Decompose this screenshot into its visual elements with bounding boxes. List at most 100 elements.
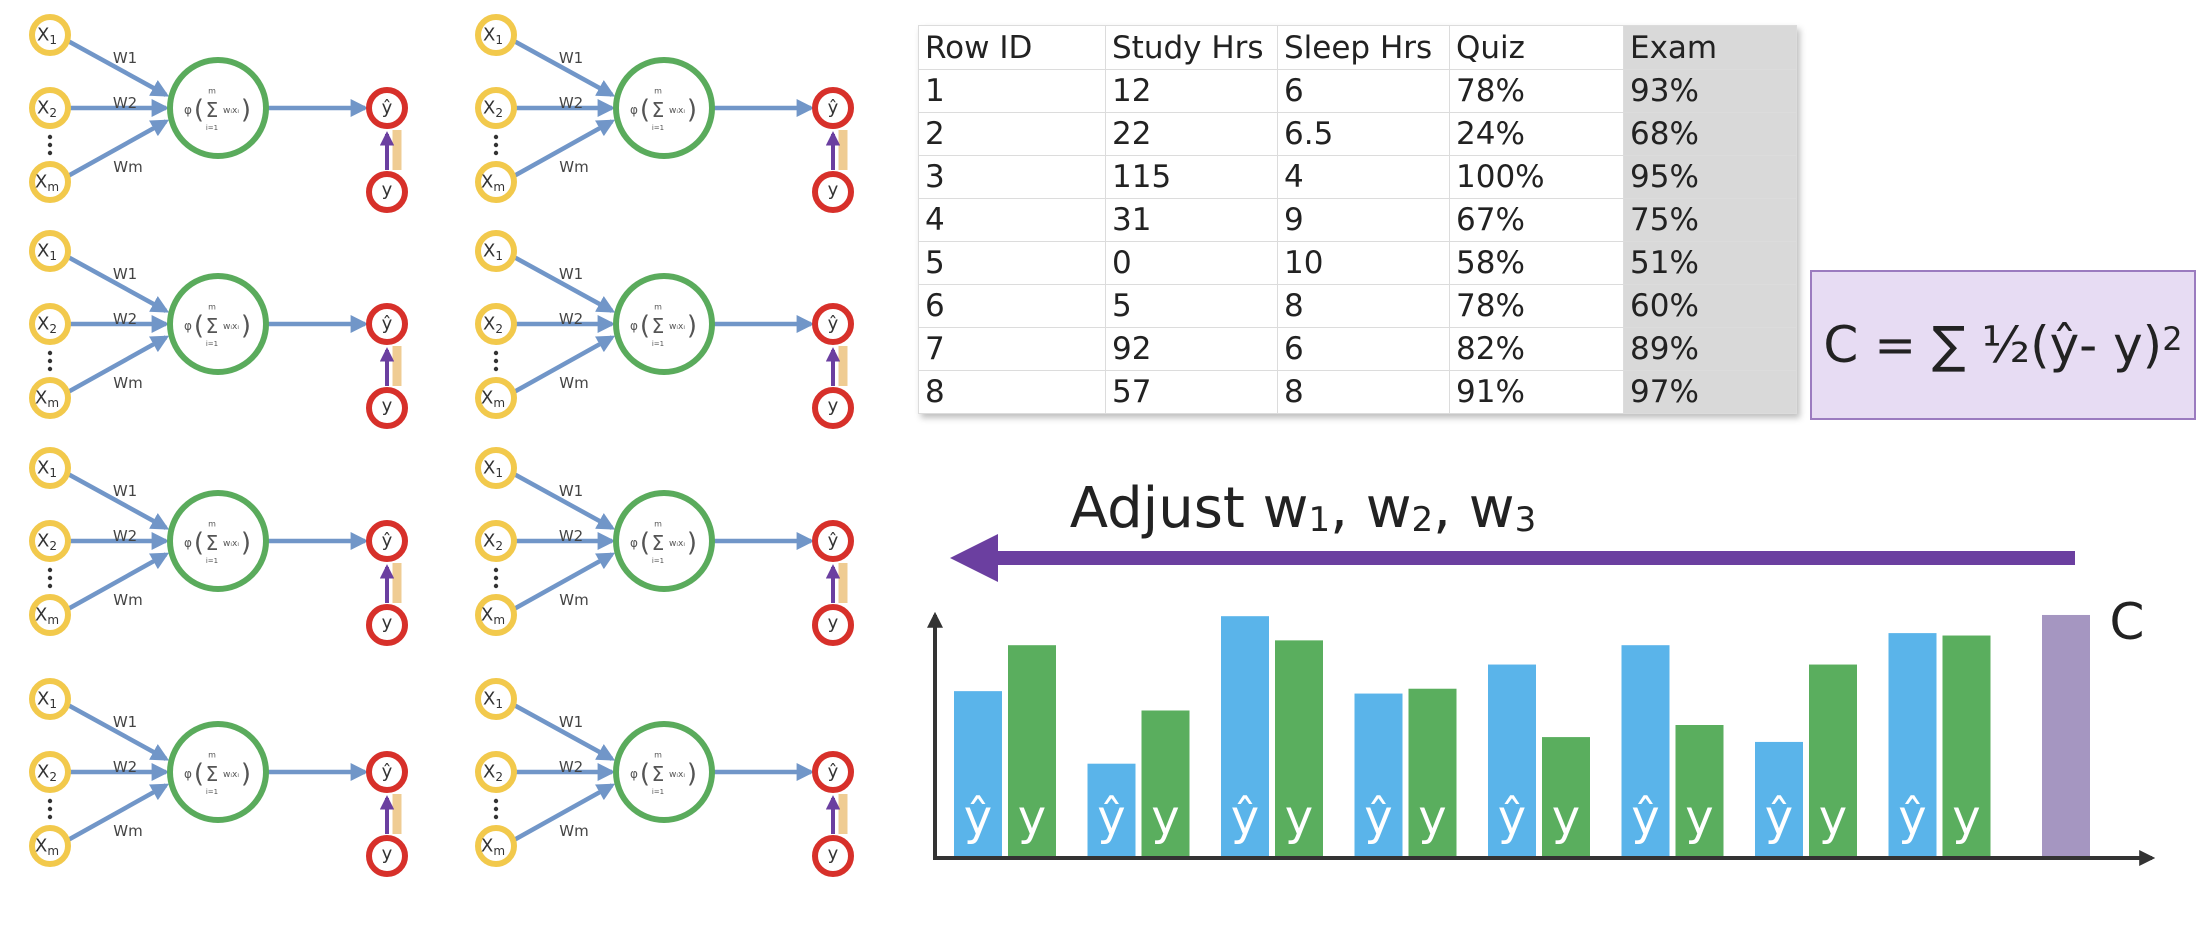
weight-label: Wm [113, 591, 142, 609]
prediction-bar-5 [1488, 664, 1536, 858]
sum-upper: m [208, 87, 216, 96]
adjust-title: Adjust w1, w2, w3 [1070, 476, 1536, 541]
input-node [29, 87, 71, 129]
actual-node [366, 835, 408, 877]
input-edge [66, 703, 170, 761]
sum-symbol: Σ [652, 531, 665, 555]
neuron-node [167, 490, 269, 592]
table-header-row: Row ID Study Hrs Sleep Hrs Quiz Exam [918, 25, 1797, 70]
weight-label: W1 [559, 482, 583, 500]
input-node [475, 377, 517, 419]
sum-term: wᵢxᵢ [669, 106, 685, 116]
table-cell: 8 [1277, 370, 1450, 414]
weight-label: W2 [113, 310, 137, 328]
input-edge [512, 472, 616, 530]
paren-close: ) [687, 528, 697, 558]
paren-open: ( [640, 311, 650, 341]
paren-open: ( [194, 759, 204, 789]
bar-label: y [1418, 790, 1446, 846]
input-edge [512, 39, 616, 97]
table-cell: 3 [918, 155, 1106, 199]
ellipsis-dot [47, 142, 53, 148]
sum-term: wᵢxᵢ [223, 322, 239, 332]
input-edge [66, 255, 170, 313]
input-edge [66, 39, 170, 97]
prediction-node [366, 87, 408, 129]
input-edge [66, 472, 170, 530]
actual-label: y [828, 396, 839, 417]
ellipsis-dot [493, 150, 499, 156]
sum-lower: i=1 [206, 340, 218, 348]
sum-upper: m [654, 303, 662, 312]
sum-term: wᵢxᵢ [223, 539, 239, 549]
paren-close: ) [241, 95, 251, 125]
table-cell: 0 [1105, 241, 1278, 285]
ellipsis-dot [493, 814, 499, 820]
weight-label: W2 [559, 527, 583, 545]
sum-symbol: Σ [206, 762, 219, 786]
bar-label: y [1552, 790, 1580, 846]
ellipsis-dot [47, 134, 53, 140]
table-row: 7 92 6 82% 89% [918, 327, 1797, 371]
input-node [475, 161, 517, 203]
ellipsis-dot [493, 798, 499, 804]
weight-label: W1 [559, 49, 583, 67]
sum-lower: i=1 [206, 124, 218, 132]
prediction-node [812, 520, 854, 562]
paren-close: ) [241, 759, 251, 789]
sum-upper: m [654, 87, 662, 96]
table-row: 2 22 6.5 24% 68% [918, 112, 1797, 156]
table-row: 5 0 10 58% 51% [918, 241, 1797, 285]
column-header: Sleep Hrs [1277, 25, 1450, 70]
input-node [475, 230, 517, 272]
ellipsis-dot [47, 583, 53, 589]
sum-lower: i=1 [652, 557, 664, 565]
bar-label: ŷ [1631, 790, 1659, 846]
table-cell: 7 [918, 327, 1106, 371]
prediction-bar-7 [1755, 741, 1803, 858]
neuron-node [613, 57, 715, 159]
prediction-node [812, 303, 854, 345]
table-row: 3 115 4 100% 95% [918, 155, 1797, 199]
input-node [29, 377, 71, 419]
input-node [475, 447, 517, 489]
sum-lower: i=1 [652, 124, 664, 132]
column-header: Exam [1623, 25, 1797, 70]
input-node [29, 751, 71, 793]
actual-bar-8 [1942, 635, 1991, 858]
table-cell: 89% [1623, 327, 1797, 371]
sum-upper: m [208, 303, 216, 312]
activation-symbol: φ [184, 319, 192, 333]
prediction-label: ŷ [828, 98, 839, 119]
ellipsis-dot [493, 583, 499, 589]
actual-label: y [382, 844, 393, 865]
weight-label: W2 [113, 527, 137, 545]
actual-node [812, 835, 854, 877]
prediction-label: ŷ [382, 98, 393, 119]
cost-formula-exponent: 2 [2162, 320, 2183, 358]
prediction-label: ŷ [382, 531, 393, 552]
sum-lower: i=1 [652, 340, 664, 348]
weight-label: Wm [559, 374, 588, 392]
actual-bar-1 [1008, 645, 1056, 858]
actual-node [366, 604, 408, 646]
input-node [475, 751, 517, 793]
input-edge [512, 255, 616, 313]
table-cell: 6 [1277, 327, 1450, 371]
input-edge [66, 119, 170, 178]
sum-lower: i=1 [206, 788, 218, 796]
actual-label: y [382, 613, 393, 634]
input-edge [512, 335, 616, 394]
prediction-node [812, 751, 854, 793]
input-node [475, 594, 517, 636]
table-cell: 5 [918, 241, 1106, 285]
paren-close: ) [687, 759, 697, 789]
input-edge [66, 335, 170, 394]
activation-symbol: φ [630, 767, 638, 781]
table-cell: 91% [1449, 370, 1624, 414]
weight-label: Wm [113, 158, 142, 176]
weight-label: Wm [559, 591, 588, 609]
